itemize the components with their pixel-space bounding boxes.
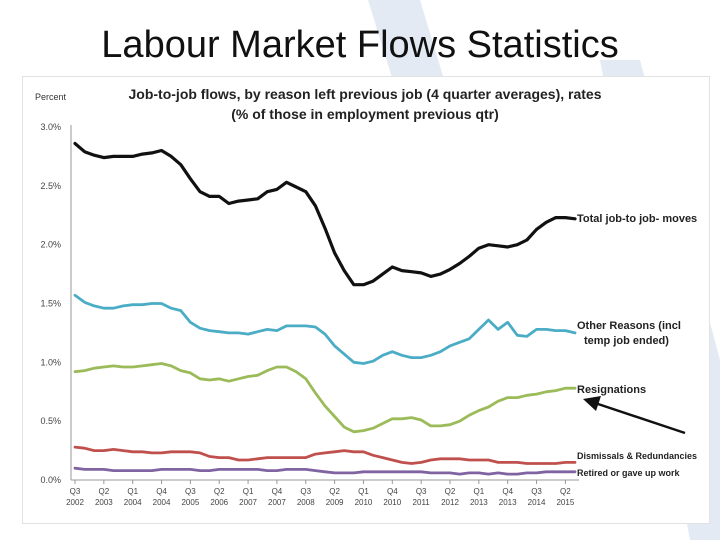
x-tick-quarter: Q2 [99, 487, 110, 496]
label-line: temp job ended) [584, 335, 669, 347]
label-resignations: Resignations [577, 384, 646, 396]
x-tick-year: 2010 [355, 498, 373, 507]
x-tick-quarter: Q2 [560, 487, 571, 496]
x-tick-year: 2006 [210, 498, 228, 507]
x-tick-year: 2009 [326, 498, 344, 507]
label-line: Dismissals & Redundancies [577, 451, 697, 461]
x-tick-year: 2007 [239, 498, 257, 507]
chart-frame: Percent Job-to-job flows, by reason left… [22, 76, 710, 524]
series-labels: Total job-to job- moves Other Reasons (in… [577, 213, 697, 478]
x-tick-year: 2002 [66, 498, 84, 507]
y-tick-label: 0.0% [40, 475, 61, 485]
chart-title: Job-to-job flows, by reason left previou… [129, 86, 602, 102]
x-tick-year: 2013 [499, 498, 517, 507]
label-line: Retired or gave up work [577, 468, 681, 478]
arrow-shaft [594, 401, 686, 435]
line-other-reasons [73, 293, 577, 365]
line-retired [73, 466, 577, 476]
x-tick-year: 2005 [181, 498, 199, 507]
x-tick-quarter: Q1 [474, 487, 485, 496]
x-tick-quarter: Q2 [329, 487, 340, 496]
slide-title: Labour Market Flows Statistics [101, 24, 619, 66]
x-tick-year: 2007 [268, 498, 286, 507]
x-tick-quarter: Q1 [243, 487, 254, 496]
label-total-moves: Total job-to job- moves [577, 213, 697, 225]
x-tick-quarter: Q4 [387, 487, 398, 496]
x-tick-year: 2013 [470, 498, 488, 507]
label-line: Total job-to job- moves [577, 213, 697, 225]
y-tick-label: 2.0% [40, 240, 61, 250]
series-lines [73, 141, 577, 476]
chart-subtitle: (% of those in employment previous qtr) [231, 106, 499, 122]
x-tick-quarter: Q4 [272, 487, 283, 496]
y-tick-label: 1.0% [40, 357, 61, 367]
label-other-reasons: Other Reasons (incl temp job ended) [577, 320, 681, 347]
line-total-moves [73, 141, 577, 287]
x-tick-quarter: Q1 [358, 487, 369, 496]
x-tick-year: 2012 [441, 498, 459, 507]
line-dismissals [73, 445, 577, 465]
label-line: Other Reasons (incl [577, 320, 681, 332]
y-tick-label: 3.0% [40, 122, 61, 132]
x-tick-quarter: Q2 [445, 487, 456, 496]
x-tick-quarter: Q1 [127, 487, 138, 496]
x-tick-year: 2010 [383, 498, 401, 507]
y-axis-label: Percent [35, 92, 67, 102]
x-tick-year: 2014 [528, 498, 546, 507]
job-flows-chart: Percent Job-to-job flows, by reason left… [35, 86, 697, 507]
x-tick-quarter: Q2 [214, 487, 225, 496]
line-resignations [73, 362, 577, 434]
label-dismissals: Dismissals & Redundancies [577, 451, 697, 461]
x-tick-quarter: Q3 [185, 487, 196, 496]
arrow-head [583, 396, 601, 411]
y-tick-label: 0.5% [40, 416, 61, 426]
y-axis: 3.0% 2.5% 2.0% 1.5% 1.0% 0.5% 0.0% [40, 122, 72, 485]
y-tick-label: 1.5% [40, 299, 61, 309]
x-tick-quarter: Q4 [502, 487, 513, 496]
x-tick-quarter: Q3 [416, 487, 427, 496]
x-tick-quarter: Q3 [531, 487, 542, 496]
x-tick-year: 2004 [153, 498, 171, 507]
x-tick-quarter: Q4 [156, 487, 167, 496]
x-tick-year: 2015 [556, 498, 574, 507]
x-tick-year: 2004 [124, 498, 142, 507]
x-tick-quarter: Q3 [300, 487, 311, 496]
x-tick-year: 2011 [413, 498, 431, 507]
x-tick-quarter: Q3 [70, 487, 81, 496]
annotation-arrow [583, 396, 686, 435]
label-retired: Retired or gave up work [577, 468, 681, 478]
x-tick-year: 2003 [95, 498, 113, 507]
x-tick-year: 2008 [297, 498, 315, 507]
x-axis: Q3 2002 Q2 2003 Q1 2004 Q4 2004 Q3 2005 Q2 2006 Q1 20… [66, 479, 579, 507]
label-line: Resignations [577, 384, 646, 396]
y-tick-label: 2.5% [40, 181, 61, 191]
